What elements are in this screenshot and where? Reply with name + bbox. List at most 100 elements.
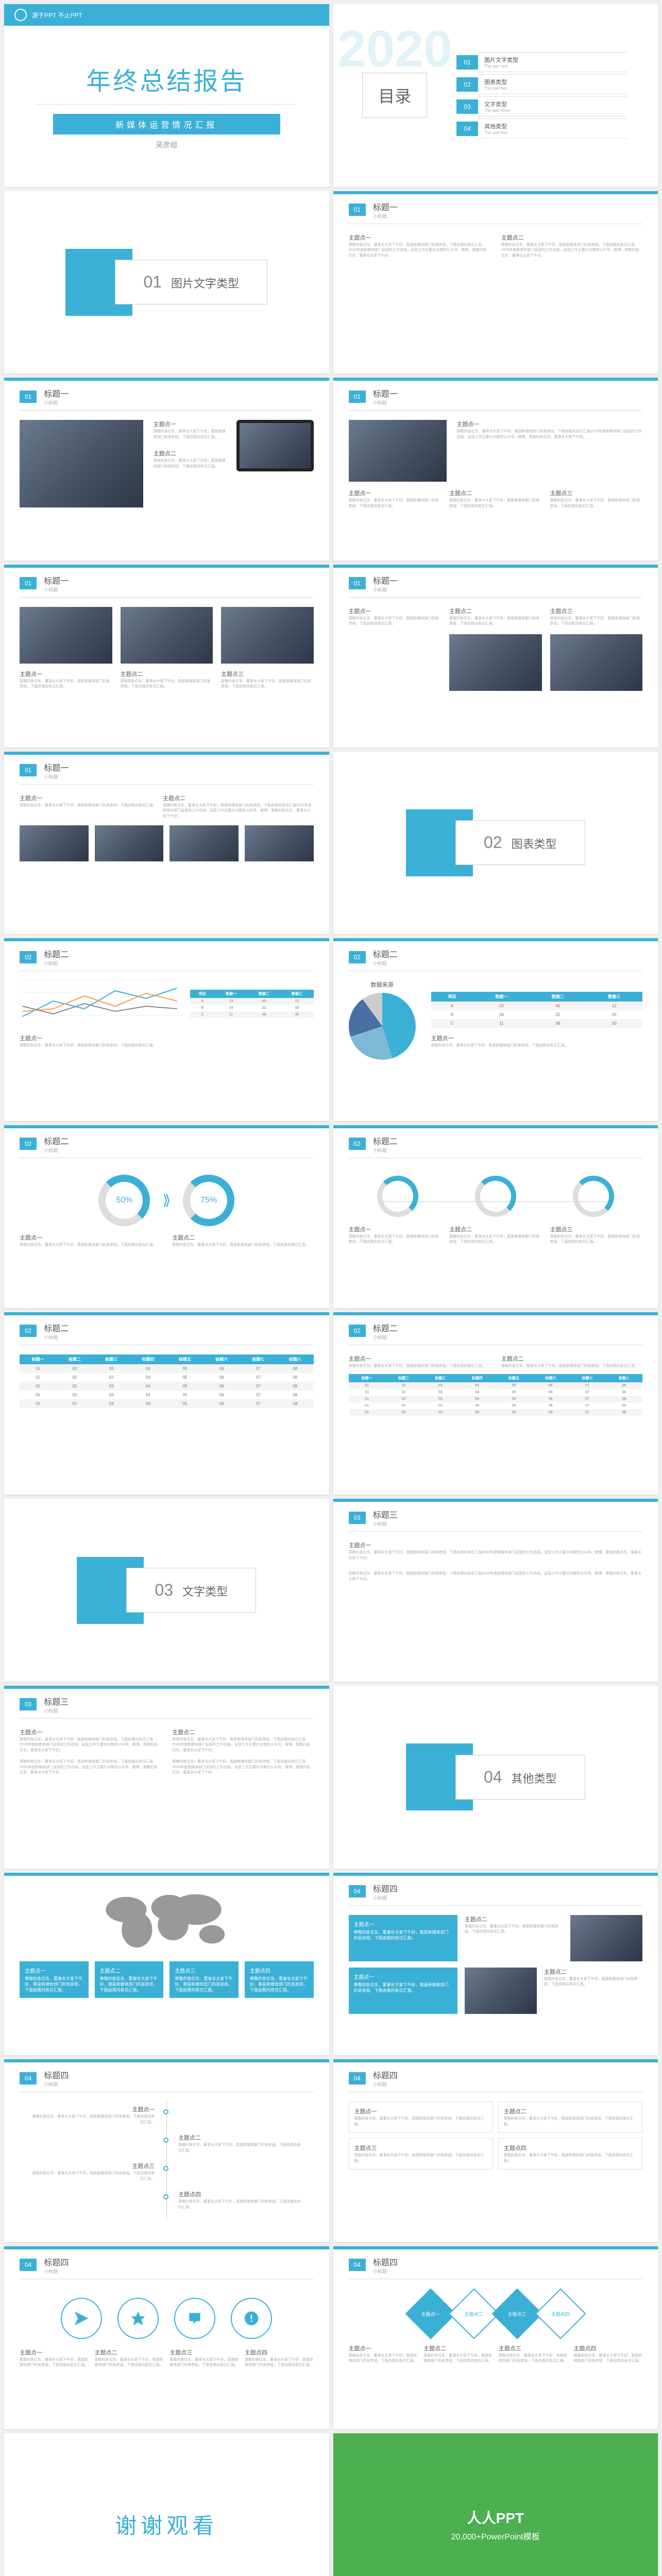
text-block: 主题点一尊敬的各位东、董事长大家下午好，我是新媒体部门的吴彦组，下面由我向各位汇…	[20, 2348, 89, 2368]
header-num: 01	[349, 391, 366, 403]
text-block: 主题点一尊敬的各位东、董事长大家下午好，我是新媒体部门的吴彦组，下面由我向各位汇…	[354, 2107, 487, 2127]
slide-header: 04标题四小标题	[4, 2059, 329, 2088]
timeline-item: 主题点四尊敬的各位东、董事长大家下午好，我是新媒体部门的吴彦组，下面由我向各位汇…	[178, 2190, 302, 2210]
header-sub: 小标题	[44, 773, 69, 780]
text-block: 主题点一尊敬的各位东、董事长大家下午好，我是新媒体部门的吴彦组，下面由我向各位汇…	[349, 489, 442, 509]
timeline-dot	[163, 2138, 168, 2143]
line-chart	[20, 980, 180, 1027]
header-title: 标题一	[44, 761, 69, 773]
text-block: 主题点一尊敬的各位东、董事长大家下午好，我是新媒体部门的吴彦组，下面由我向各位汇…	[349, 1225, 442, 1245]
header-title: 标题一	[373, 574, 398, 586]
donut-node	[377, 1176, 418, 1217]
slide-header: 02 标题二小标题	[333, 938, 658, 967]
text-block: 主题点三尊敬的各位东、董事长大家下午好，我是新媒体部门的吴彦组，下面由我向各位汇…	[221, 670, 314, 690]
slide-header: 02标题二小标题	[333, 1312, 658, 1341]
cover-author: 吴彦组	[4, 140, 329, 150]
toc-item: 04其他类型The part four	[456, 118, 627, 139]
logo-icon	[14, 9, 27, 21]
text-block: 主题点一尊敬的各位东、董事长大家下午好，我是新媒体部门的吴彦组，下面由我向各位汇…	[349, 233, 490, 259]
data-table: 项目数据一数据二数据三A234512B342255C114830	[190, 990, 313, 1018]
image-placeholder	[465, 1968, 537, 2014]
header-sub: 小标题	[373, 213, 398, 219]
header-title: 标题二	[44, 947, 69, 960]
text-block: 主题点二尊敬的各位东、董事长大家下午好，我是新媒体部门的吴彦组，下面由我向各位汇…	[154, 449, 226, 469]
text-block: 主题点一尊敬的各位东、董事长大家下午好，我是新媒体部门的吴彦组，下面由我向各位汇…	[20, 1034, 314, 1049]
header-sub: 小标题	[44, 1707, 69, 1714]
callout: 主题点二尊敬的各位东、董事长大家下午好，我是新媒体部门的吴彦组，下面由我向各位汇…	[95, 1961, 164, 1998]
donut-chart: 75%	[183, 1175, 234, 1226]
text-block: 主题点三尊敬的各位东、董事长大家下午好，我是新媒体部门的吴彦组，下面由我向各位汇…	[354, 2144, 487, 2164]
text-block: 主题点三尊敬的各位东、董事长大家下午好，我是新媒体部门的吴彦组，下面由我向各位汇…	[499, 2344, 568, 2364]
text-block: 主题点一尊敬的各位东、董事长大家下午好，我是新媒体部门的吴彦组，下面由我向各位汇…	[20, 1728, 161, 1754]
image-placeholder	[20, 825, 89, 861]
text-block: 主题点二尊敬的各位东、董事长大家下午好，我是新媒体部门的吴彦组，下面由我向各位汇…	[172, 1233, 313, 1248]
image-placeholder	[570, 1915, 642, 1961]
header-title: 标题四	[44, 2256, 69, 2268]
toc-year: 2020	[337, 20, 452, 79]
header-sub: 小标题	[373, 1147, 398, 1154]
text-block: 主题点二尊敬的各位东、董事长大家下午好，我是新媒体部门的吴彦组，下面由我向各位汇…	[449, 607, 542, 627]
text-block: 主题点四尊敬的各位东、董事长大家下午好，我是新媒体部门的吴彦组，下面由我向各位汇…	[573, 2344, 642, 2364]
callout: 主题点四尊敬的各位东、董事长大家下午好，我是新媒体部门的吴彦组，下面由我向各位汇…	[245, 1961, 314, 1998]
header-sub: 小标题	[44, 1147, 69, 1154]
feature-circle	[61, 2298, 102, 2339]
text-block: 主题点一尊敬的各位东、董事长大家下午好，我是新媒体部门的吴彦组，下面由我向各位汇…	[20, 1233, 161, 1248]
header-title: 标题二	[44, 1134, 69, 1147]
header-num: 04	[20, 2259, 37, 2271]
image-placeholder	[169, 825, 239, 861]
world-map	[99, 1886, 233, 1953]
text-block: 主题点二尊敬的各位东、董事长大家下午好，我是新媒体部门的吴彦组，下面由我向各位汇…	[449, 489, 542, 509]
slide-header: 01标题一小标题	[4, 378, 329, 406]
header-sub: 小标题	[373, 1520, 398, 1527]
slide-header: 04 标题四小标题	[4, 2246, 329, 2275]
header-sub: 小标题	[44, 2268, 69, 2275]
text-block: 尊敬的各位东、董事长大家下午好，我是新媒体部门的吴彦组，下面由我向各位汇报202…	[349, 1571, 643, 1582]
diamond-node: 主题点四	[535, 2288, 586, 2339]
text-block: 主题点一尊敬的各位东、董事长大家下午好，我是新媒体部门的吴彦组，下面由我向各位汇…	[431, 1034, 643, 1049]
timeline-item: 主题点三尊敬的各位东、董事长大家下午好，我是新媒体部门的吴彦组，下面由我向各位汇…	[31, 2162, 155, 2182]
timeline-dot	[163, 2194, 168, 2199]
text-block: 主题点三尊敬的各位东、董事长大家下午好，我是新媒体部门的吴彦组，下面由我向各位汇…	[550, 607, 643, 627]
slide-header: 04标题四小标题	[333, 2059, 658, 2088]
image-placeholder	[221, 607, 314, 664]
logo-text: 源于PPT 不止PPT	[32, 11, 82, 20]
header-num: 04	[20, 2072, 37, 2084]
header-num: 04	[349, 1885, 366, 1897]
section-divider: 02图表类型	[333, 752, 658, 935]
header-sub: 小标题	[373, 586, 398, 593]
header-num: 01	[20, 764, 37, 776]
slide-header: 01标题一小标题	[333, 565, 658, 593]
laptop-mock	[236, 420, 314, 471]
header-sub: 小标题	[44, 1334, 69, 1341]
callout: 主题点三尊敬的各位东、董事长大家下午好，我是新媒体部门的吴彦组，下面由我向各位汇…	[169, 1961, 239, 1998]
slide-header: 04标题四小标题	[333, 1873, 658, 1901]
pie-chart	[349, 993, 416, 1060]
feature-circle	[231, 2298, 272, 2339]
header-sub: 小标题	[373, 960, 398, 967]
cover-title: 年终总结报告	[4, 61, 329, 97]
toc-label: 目录	[362, 73, 427, 118]
header-num: 04	[349, 2072, 366, 2084]
header-sub: 小标题	[44, 2081, 69, 2088]
header-num: 02	[349, 1325, 366, 1337]
text-block: 主题点二尊敬的各位东、董事长大家下午好，我是新媒体部门的吴彦组，下面由我向各位汇…	[449, 1225, 542, 1245]
header-num: 02	[349, 951, 366, 963]
text-block: 主题点二尊敬的各位东、董事长大家下午好，我是新媒体部门的吴彦组，下面由我向各位汇…	[501, 1354, 642, 1369]
header-num: 04	[349, 2259, 366, 2271]
text-block: 主题点二尊敬的各位东、董事长大家下午好，我是新媒体部门的吴彦组，下面由我向各位汇…	[504, 2107, 637, 2127]
header-title: 标题二	[373, 947, 398, 960]
text-block: 主题点二尊敬的各位东、董事长大家下午好，我是新媒体部门的吴彦组，下面由我向各位汇…	[95, 2348, 164, 2368]
callout: 主题点一尊敬的各位东、董事长大家下午好，我是新媒体部门的吴彦组，下面由我向各位汇…	[349, 1968, 457, 2014]
header-num: 01	[349, 204, 366, 216]
callout: 主题点一尊敬的各位东、董事长大家下午好，我是新媒体部门的吴彦组，下面由我向各位汇…	[349, 1915, 457, 1961]
header-title: 标题一	[44, 387, 69, 399]
thanks-text: 谢谢观看	[4, 2433, 329, 2576]
cover-bar: 源于PPT 不止PPT	[4, 4, 329, 26]
toc-item: 01图片文字类型The part one	[456, 52, 627, 72]
text-block: 主题点三尊敬的各位东、董事长大家下午好，我是新媒体部门的吴彦组，下面由我向各位汇…	[550, 489, 643, 509]
image-placeholder	[121, 607, 213, 664]
slide-header: 04标题四小标题	[333, 2246, 658, 2275]
callout: 主题点一尊敬的各位东、董事长大家下午好，我是新媒体部门的吴彦组，下面由我向各位汇…	[20, 1961, 89, 1998]
slide-header: 01 标题一小标题	[4, 752, 329, 780]
slide-header: 03标题三小标题	[4, 1686, 329, 1714]
